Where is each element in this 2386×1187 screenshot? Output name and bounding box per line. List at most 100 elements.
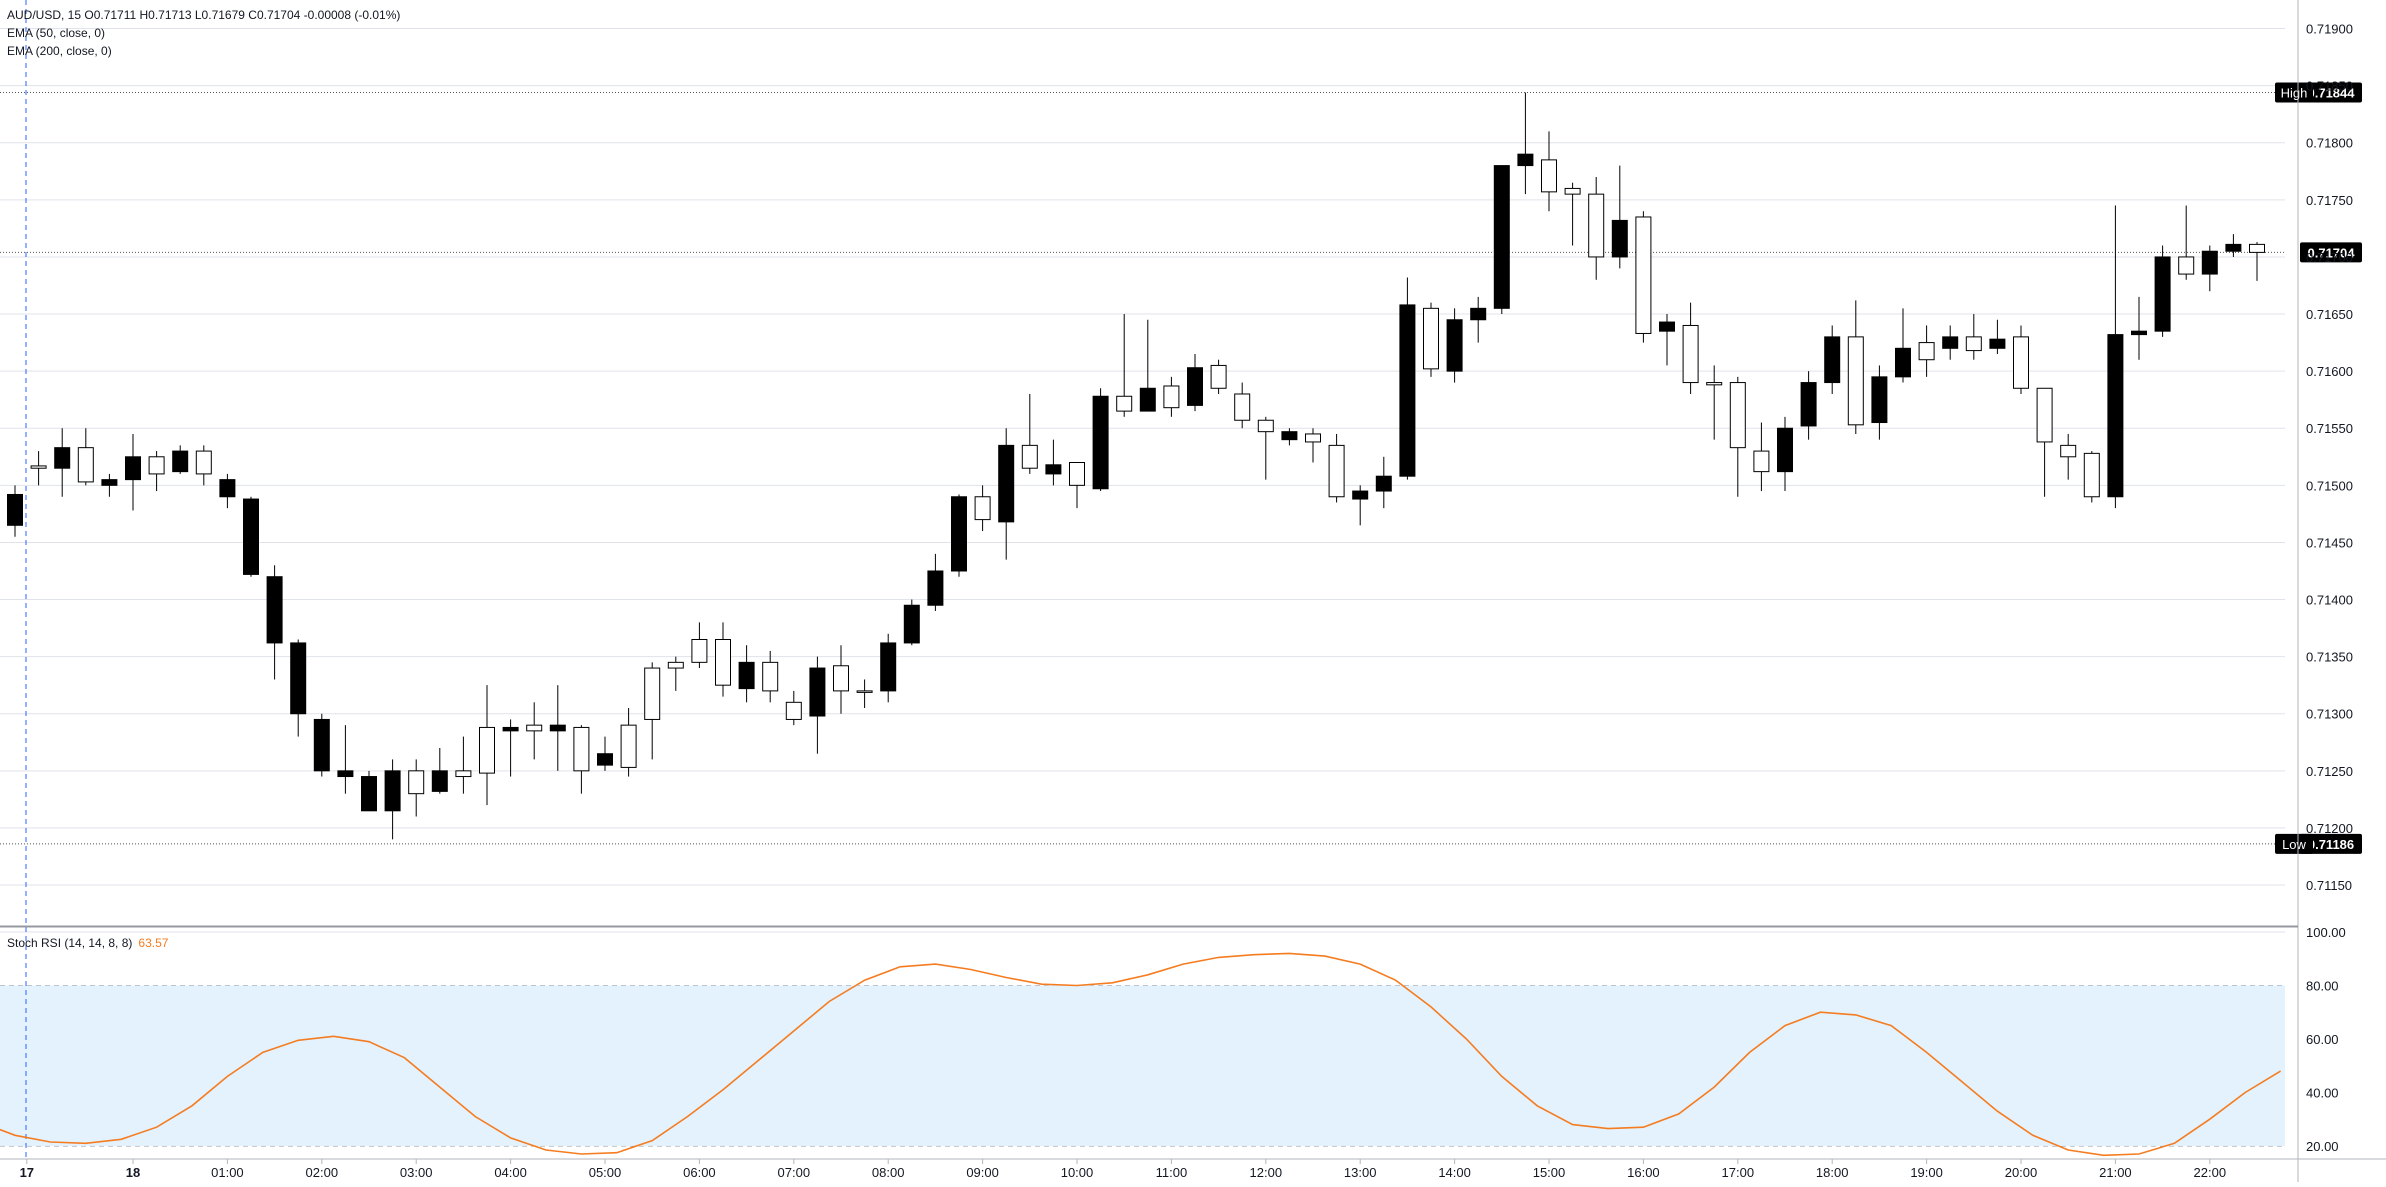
candle-body (880, 642, 897, 692)
candle-body (1729, 382, 1746, 449)
reference-value-label: 0.71186 (2308, 837, 2354, 852)
stoch-rsi-legend[interactable]: Stoch RSI (14, 14, 8, 8) 63.57 (7, 936, 168, 950)
time-tick-label: 05:00 (589, 1165, 622, 1180)
candle-body (1965, 336, 1982, 352)
price-tick-label: 0.71550 (2306, 421, 2353, 436)
candle-body (195, 450, 212, 475)
reference-value-label: 0.71704 (2308, 245, 2356, 260)
candle-body (1210, 364, 1227, 389)
time-tick-label: 03:00 (400, 1165, 433, 1180)
rsi-tick-label: 40.00 (2306, 1085, 2339, 1100)
candle-body (101, 479, 118, 486)
candle-body (1942, 336, 1959, 349)
candle-body (1635, 216, 1652, 334)
candle-body (1564, 187, 1581, 195)
candle-body (573, 726, 590, 772)
time-tick-label: 10:00 (1061, 1165, 1094, 1180)
candle-body (1375, 475, 1392, 492)
candle-body (2225, 243, 2242, 252)
candle-body (313, 718, 330, 772)
candle-body (1399, 304, 1416, 477)
ema-50-legend[interactable]: EMA (50, close, 0) (7, 26, 106, 40)
candle-body (715, 639, 731, 686)
candle-body (125, 456, 141, 481)
time-tick-label: 21:00 (2099, 1165, 2132, 1180)
price-tick-label: 0.71850 (2306, 79, 2353, 94)
candle-body (1517, 153, 1534, 167)
price-tick-label: 0.71400 (2306, 593, 2353, 608)
candle-body (974, 496, 991, 521)
candle-body (361, 776, 377, 812)
candle-body (1541, 159, 1557, 193)
candle-body (502, 726, 519, 732)
candle-body (1021, 444, 1038, 469)
ema-200-legend[interactable]: EMA (200, close, 0) (7, 44, 112, 58)
time-tick-label: 04:00 (494, 1165, 527, 1180)
rsi-tick-label: 60.00 (2306, 1032, 2339, 1047)
candle-body (172, 450, 189, 473)
candle-body (1305, 433, 1321, 443)
time-tick-label: 18:00 (1816, 1165, 1849, 1180)
time-tick-label: 06:00 (683, 1165, 716, 1180)
candle-body (738, 661, 755, 690)
candle-body (951, 496, 967, 572)
candle-body (455, 770, 472, 778)
price-tick-label: 0.71750 (2306, 193, 2353, 208)
reference-name-box (2275, 82, 2313, 103)
candle-body (290, 642, 307, 715)
candle-body (2201, 250, 2218, 275)
candle-body (1446, 319, 1463, 372)
candle-body (243, 498, 259, 575)
time-tick-label: 09:00 (966, 1165, 999, 1180)
candle-body (2107, 334, 2124, 498)
candle-body (1989, 338, 2006, 349)
stoch-rsi-line (0, 952, 2282, 1157)
rsi-tick-label: 100.00 (2306, 925, 2346, 940)
time-tick-label: 18 (126, 1165, 140, 1180)
candle-body (1777, 427, 1793, 473)
candle-body (2036, 387, 2053, 443)
candle-body (549, 724, 566, 732)
reference-value-box (2300, 833, 2362, 854)
price-tick-label: 0.71300 (2306, 707, 2353, 722)
candles (7, 92, 2265, 840)
price-tick-label: 0.71500 (2306, 478, 2353, 493)
candle-body (1706, 382, 1723, 386)
stoch-rsi-series-line (0, 952, 2282, 1157)
candle-body (1163, 385, 1180, 409)
candle-body (691, 639, 708, 663)
candle-body (1116, 395, 1133, 412)
candle-body (1611, 219, 1628, 258)
candle-body (266, 576, 283, 644)
stoch-rsi-value: 63.57 (138, 936, 169, 950)
candle-body (7, 493, 23, 526)
candle-body (1800, 382, 1817, 427)
time-tick-label: 07:00 (778, 1165, 811, 1180)
candle-body (1682, 324, 1699, 384)
symbol-ohlc-legend: AUD/USD, 15 O0.71711 H0.71713 L0.71679 C… (7, 8, 401, 22)
price-tick-label: 0.71450 (2306, 535, 2353, 550)
time-tick-label: 12:00 (1250, 1165, 1283, 1180)
price-tick-label: 0.71700 (2306, 250, 2353, 265)
candle-body (620, 724, 637, 768)
reference-value-label: 0.71844 (2308, 86, 2356, 101)
reference-name-box (2275, 833, 2313, 854)
rsi-band (0, 985, 2285, 1146)
candle-body (1588, 193, 1605, 258)
candle-body (1187, 367, 1203, 406)
rsi-tick-label: 20.00 (2306, 1139, 2339, 1154)
candle-body (2249, 243, 2265, 253)
price-tick-label: 0.71350 (2306, 650, 2353, 665)
candle-body (1659, 321, 1675, 332)
candle-body (77, 447, 94, 483)
price-tick-label: 0.71200 (2306, 821, 2353, 836)
time-tick-label: 08:00 (872, 1165, 905, 1180)
candle-body (30, 465, 47, 469)
stoch-rsi-title: Stoch RSI (14, 14, 8, 8) (7, 936, 133, 950)
price-tick-label: 0.71250 (2306, 764, 2353, 779)
candle-body (1045, 464, 1062, 475)
